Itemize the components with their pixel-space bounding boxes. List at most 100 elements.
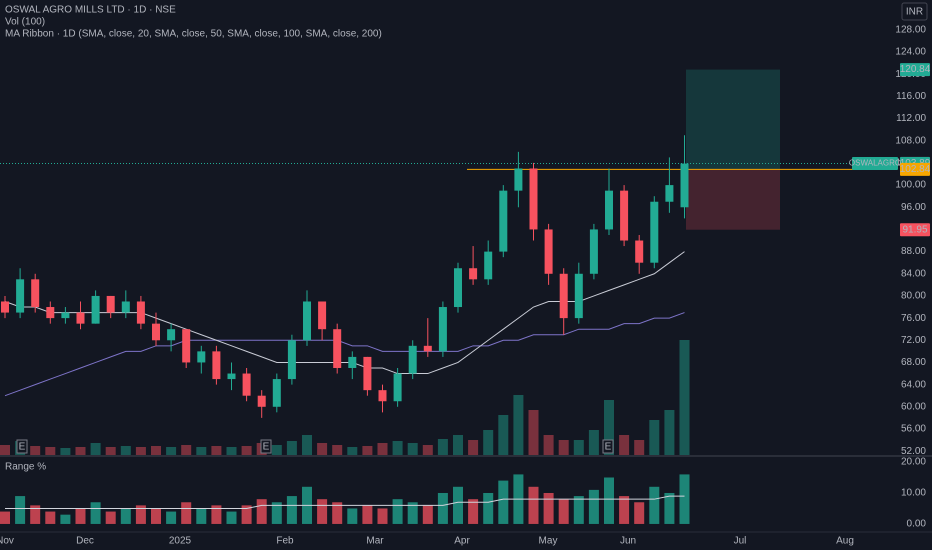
y-tick-label: 124.00 [895,47,926,58]
candle-body [136,301,145,324]
volume-bar [211,446,222,455]
volume-bar [513,395,524,455]
range-bar [226,511,237,524]
currency[interactable]: INR [906,7,923,18]
volume-bar [90,443,101,455]
indicator-label: MA Ribbon · 1D (SMA, close, 20, SMA, clo… [5,29,382,40]
volume-bar [664,410,675,455]
candle-body [650,201,659,263]
volume-bar [60,448,71,455]
volume-bar [468,440,479,455]
currency-box[interactable] [901,2,928,21]
ma-50-line [4,312,685,397]
candle-body [182,329,191,363]
range-bar [286,496,297,524]
y-tick-label: 64.00 [901,379,926,390]
range-bar [437,492,448,524]
candle-body [423,345,432,352]
volume-bar [135,447,146,455]
indicator-label: Vol (100) [5,17,45,28]
volume-bar [332,445,343,455]
chart-title: OSWAL AGRO MILLS LTD · 1D · NSE [5,5,176,16]
range-bar [362,505,373,524]
y-tick-label: 112.00 [896,113,926,124]
range-bar [317,499,328,524]
price-axis [895,0,932,532]
volume-bar [558,440,569,455]
candle-body [514,168,523,191]
event-box [16,439,28,454]
entry-price: 102.84 [900,164,931,175]
y-tick-label: 128.00 [895,25,926,36]
y-tick-label: 88.00 [901,246,926,257]
candle-body [635,240,644,263]
volume-bar [528,410,539,455]
range-bar [634,502,645,524]
volume-bar [619,435,630,455]
volume-bar [377,443,388,455]
x-tick-label: Jun [620,536,636,547]
x-tick-label: Nov [0,536,14,547]
candle-body [197,351,206,363]
candle-body [574,273,583,319]
volume-bar [498,415,509,455]
y-tick-label: 56.00 [901,424,926,435]
candle-body [121,301,130,313]
event-label: E [263,442,270,453]
candle-body [333,329,342,368]
volume-bar [120,446,131,455]
range-bar [498,480,509,524]
range-bar [392,499,403,524]
symbol-label: OSWALAGRO [849,159,901,168]
event-label: E [605,442,612,453]
target-zone [686,69,780,170]
candle-body [363,356,372,391]
candle-body [438,307,447,352]
y-tick-label: 96.00 [901,202,926,213]
y-tick-label: 100.00 [895,180,926,191]
candle-body [665,185,674,202]
y-tick-label: 72.00 [901,335,926,346]
range-bar [332,502,343,524]
range-bar [45,511,56,524]
pane-title: Range % [5,462,46,473]
candle-body [680,163,689,208]
x-tick-label: Apr [454,536,470,547]
range-bar [604,477,614,524]
entry-price-box [900,162,930,176]
range-bar [30,505,41,524]
range-bar [211,505,222,524]
y-tick-label: 0.00 [907,519,927,530]
volume-bar [0,445,10,455]
y-tick-label: 60.00 [901,401,926,412]
event-box [602,439,614,454]
stop-price-box [900,223,930,237]
volume-bar [407,443,418,455]
y-tick-label: 52.00 [901,446,926,457]
candle-body [91,295,100,324]
candle-body [529,168,538,230]
range-bar [649,486,660,524]
range-ma-line [5,495,685,509]
range-bar [407,502,418,524]
volume-bar [543,435,554,455]
candle-body [544,229,553,274]
volume-bar [392,441,403,455]
range-bar [0,511,10,524]
range-bar [15,496,26,524]
candle-body [46,307,55,319]
range-bar [60,514,71,524]
candle-body [212,351,221,380]
volume-bar [483,430,494,455]
volume-bar [679,340,690,455]
range-bar [543,492,554,524]
y-tick-label: 10.00 [901,488,926,499]
range-bar [453,486,463,524]
volume-bar [604,400,614,455]
range-bar [196,508,207,524]
range-bar [75,508,86,524]
volume-bar [271,445,282,455]
stop-price: 91.95 [902,224,927,235]
candle-body [605,190,613,230]
range-bar [90,502,101,524]
